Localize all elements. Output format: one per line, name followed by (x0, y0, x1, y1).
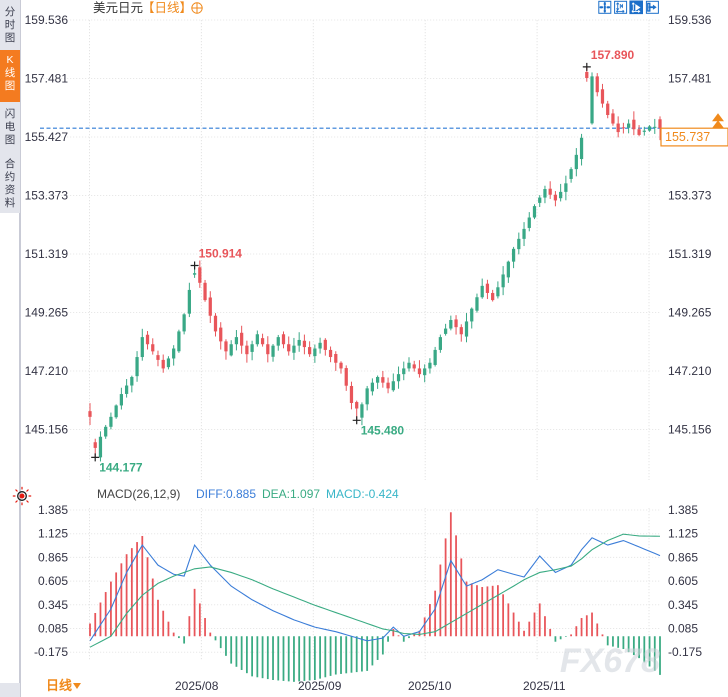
svg-text:153.373: 153.373 (668, 189, 712, 203)
svg-text:149.265: 149.265 (668, 306, 712, 320)
svg-text:0.345: 0.345 (668, 598, 698, 612)
svg-text:145.156: 145.156 (25, 423, 69, 437)
svg-text:159.536: 159.536 (668, 13, 712, 27)
svg-text:157.481: 157.481 (25, 72, 69, 86)
svg-text:DEA:1.097: DEA:1.097 (262, 487, 320, 501)
svg-text:MACD:-0.424: MACD:-0.424 (326, 487, 399, 501)
svg-text:159.536: 159.536 (25, 13, 69, 27)
svg-text:149.265: 149.265 (25, 306, 69, 320)
svg-text:147.210: 147.210 (668, 364, 712, 378)
svg-text:-0.175: -0.175 (34, 645, 68, 659)
svg-text:145.480: 145.480 (361, 423, 405, 437)
svg-text:1.385: 1.385 (38, 503, 68, 517)
svg-text:0.865: 0.865 (668, 550, 698, 564)
svg-text:0.085: 0.085 (38, 622, 68, 636)
svg-text:2025/09: 2025/09 (298, 679, 342, 693)
svg-text:157.481: 157.481 (668, 72, 712, 86)
svg-text:美元日元: 美元日元 (93, 1, 143, 15)
svg-text:【日线】: 【日线】 (142, 1, 192, 15)
svg-text:2025/10: 2025/10 (408, 679, 452, 693)
svg-text:155.427: 155.427 (25, 130, 69, 144)
svg-text:155.737: 155.737 (665, 130, 710, 144)
svg-text:FX678: FX678 (560, 642, 660, 680)
svg-text:157.890: 157.890 (591, 48, 635, 62)
svg-text:1.125: 1.125 (38, 527, 68, 541)
svg-text:145.156: 145.156 (668, 423, 712, 437)
svg-text:2025/11: 2025/11 (523, 679, 566, 693)
svg-text:150.914: 150.914 (199, 247, 243, 261)
svg-text:151.319: 151.319 (25, 247, 69, 261)
svg-text:0.605: 0.605 (38, 574, 68, 588)
svg-text:0.605: 0.605 (668, 574, 698, 588)
svg-text:日线: 日线 (46, 678, 72, 693)
svg-text:2025/08: 2025/08 (175, 679, 219, 693)
svg-text:1.125: 1.125 (668, 527, 698, 541)
svg-text:0.085: 0.085 (668, 622, 698, 636)
svg-text:1.385: 1.385 (668, 503, 698, 517)
svg-text:153.373: 153.373 (25, 189, 69, 203)
svg-text:0.345: 0.345 (38, 598, 68, 612)
svg-text:144.177: 144.177 (99, 460, 143, 474)
svg-text:MACD(26,12,9): MACD(26,12,9) (97, 487, 180, 501)
svg-text:151.319: 151.319 (668, 247, 712, 261)
svg-text:-0.175: -0.175 (668, 645, 702, 659)
svg-text:0.865: 0.865 (38, 550, 68, 564)
svg-text:DIFF:0.885: DIFF:0.885 (196, 487, 256, 501)
svg-text:147.210: 147.210 (25, 364, 69, 378)
